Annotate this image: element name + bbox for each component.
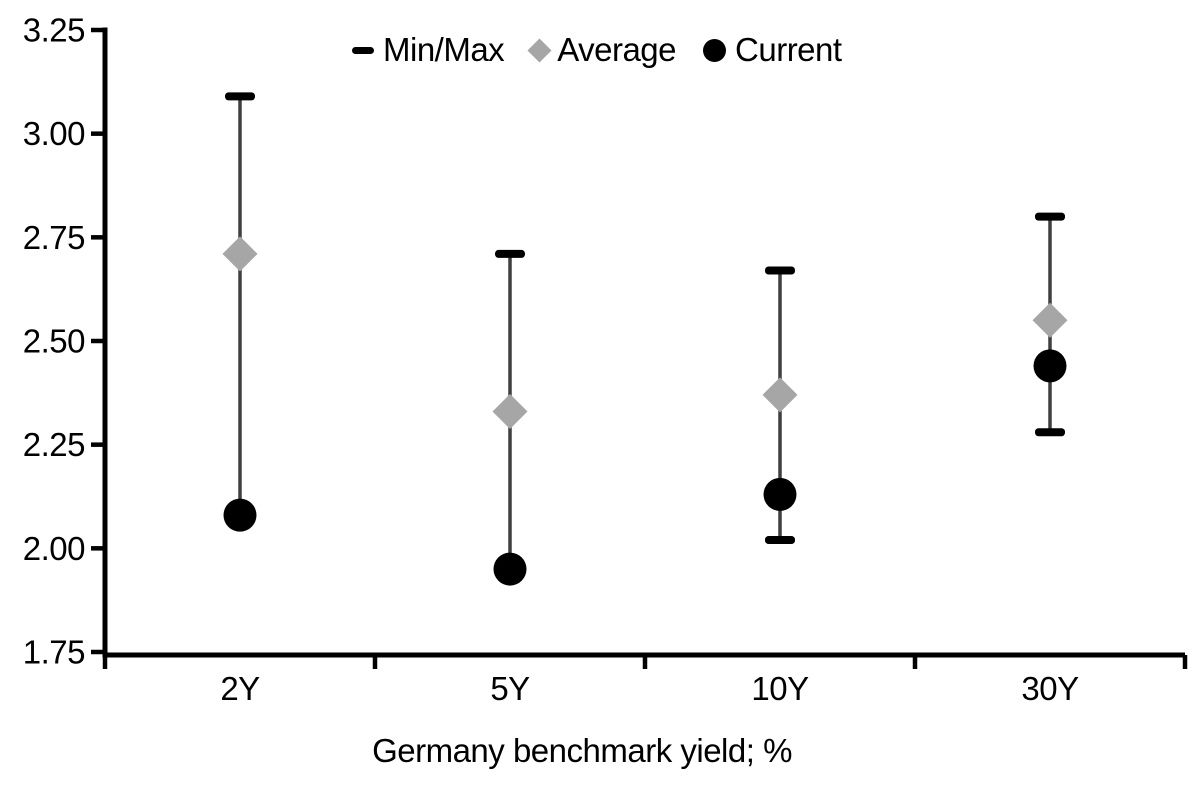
current-circle-icon (703, 38, 727, 62)
current-marker (493, 552, 527, 586)
legend-label-average: Average (557, 31, 677, 68)
min-cap (765, 536, 795, 545)
min-cap (1035, 428, 1065, 437)
legend-label-current: Current (735, 31, 842, 68)
y-tick-label: 2.50 (23, 323, 85, 360)
minmax-dash-icon (352, 46, 374, 54)
y-tick-label: 1.75 (23, 634, 85, 671)
x-tick-label: 5Y (490, 670, 530, 707)
x-tick-label: 2Y (220, 670, 260, 707)
y-tick-label: 3.25 (23, 12, 85, 49)
y-tick-label: 3.00 (23, 115, 85, 152)
legend: Min/Max Average Current (352, 31, 842, 69)
max-cap (1035, 212, 1065, 221)
legend-item-average: Average (527, 31, 677, 69)
average-marker (222, 236, 258, 272)
average-diamond-icon (527, 37, 552, 63)
x-axis-title: Germany benchmark yield; % (372, 732, 792, 769)
x-tick-label: 30Y (1021, 670, 1079, 707)
y-tick-label: 2.75 (23, 219, 85, 256)
max-cap (765, 266, 795, 275)
x-tick-label: 10Y (751, 670, 809, 707)
y-tick-label: 2.25 (23, 426, 85, 463)
average-marker (1032, 302, 1068, 338)
max-cap (495, 249, 525, 258)
average-marker (492, 393, 528, 429)
current-marker (1033, 349, 1067, 383)
legend-item-current: Current (703, 31, 842, 69)
legend-label-minmax: Min/Max (383, 31, 505, 68)
max-cap (225, 92, 255, 101)
current-marker (763, 477, 797, 511)
average-marker (762, 377, 798, 413)
y-tick-label: 2.00 (23, 530, 85, 567)
legend-item-minmax: Min/Max (352, 31, 505, 69)
current-marker (223, 498, 257, 532)
